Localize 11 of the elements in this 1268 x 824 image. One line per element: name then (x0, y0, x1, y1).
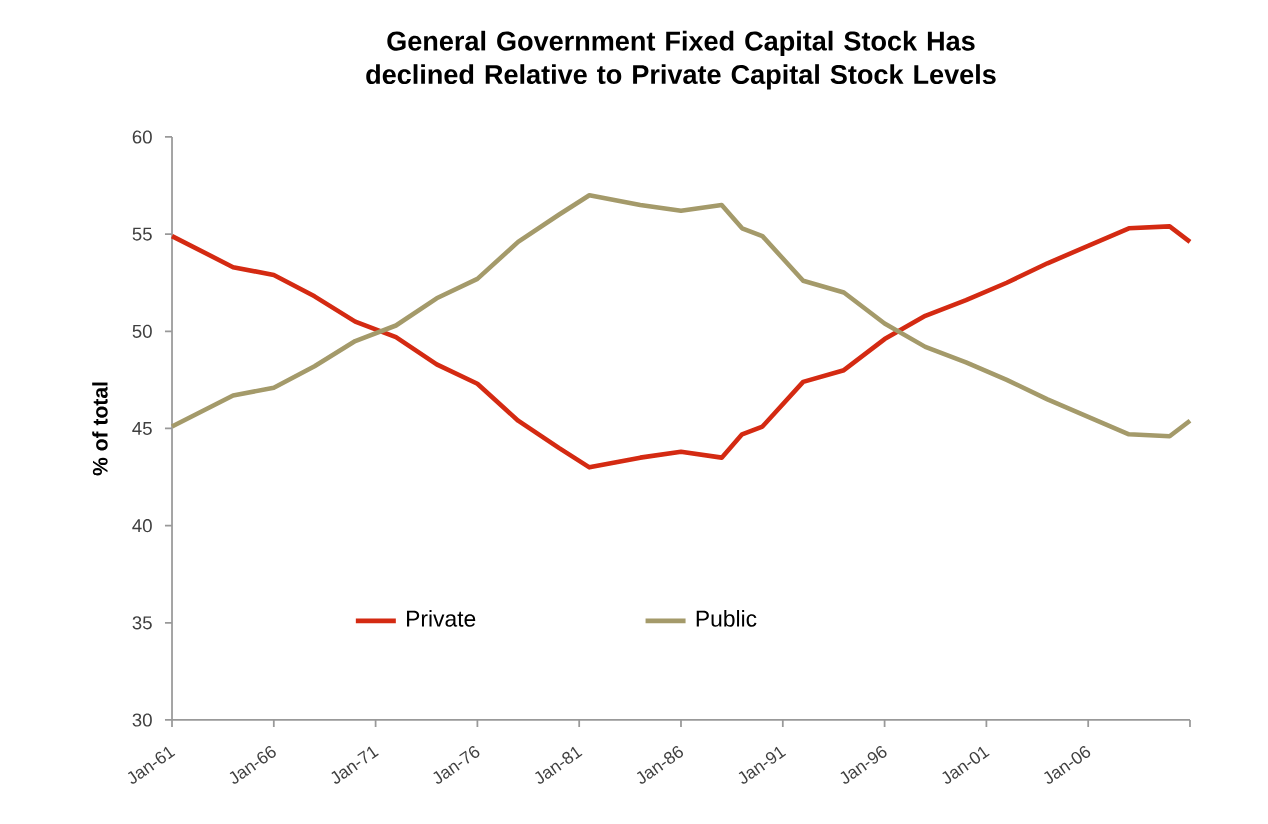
y-tick-label: 55 (132, 227, 152, 241)
y-tick-label: 50 (132, 324, 152, 338)
y-tick-label: 30 (132, 713, 152, 727)
chart-title: General Government Fixed Capital Stock Has declined Relative to Private Capital Stock Levels (366, 30, 996, 90)
y-axis-title: % of total (92, 382, 108, 476)
y-tick-label: 35 (132, 616, 152, 630)
y-tick-label: 60 (132, 130, 152, 144)
y-tick-label: 45 (132, 421, 152, 435)
y-tick-label: 40 (132, 519, 152, 533)
legend-label: Private (407, 609, 476, 627)
legend-label: Public (696, 609, 757, 627)
